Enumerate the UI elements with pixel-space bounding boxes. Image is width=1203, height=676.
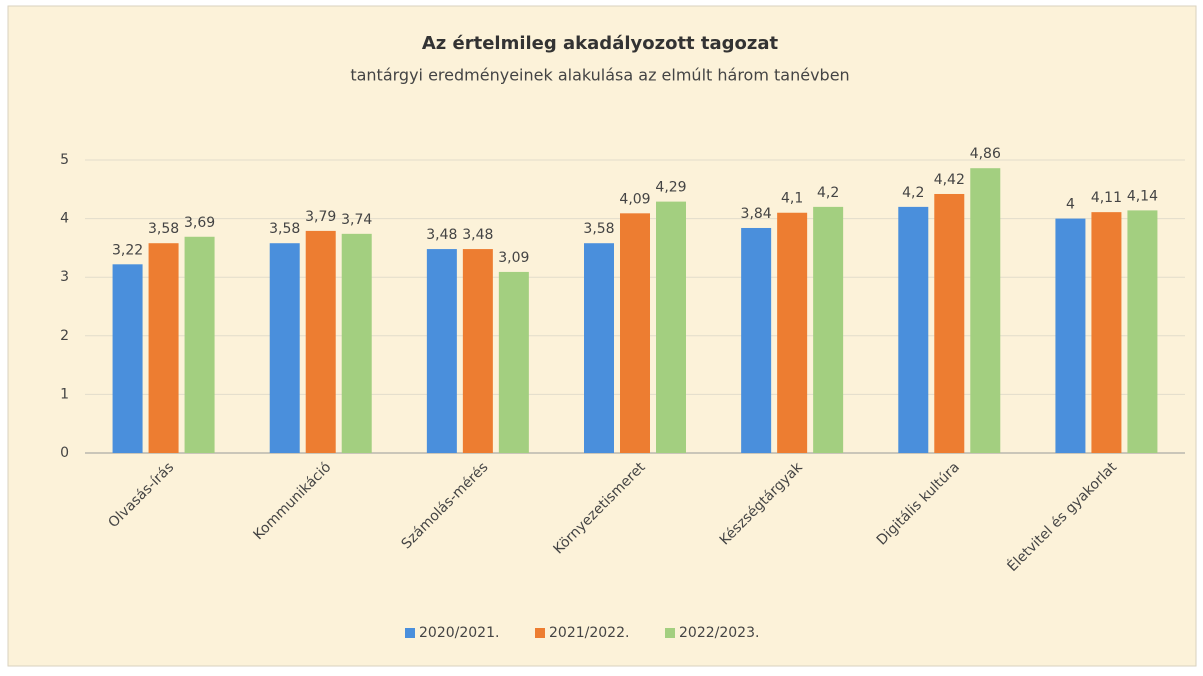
value-label: 3,09 xyxy=(498,250,529,266)
bar xyxy=(112,264,143,453)
value-label: 3,74 xyxy=(341,212,372,228)
bar xyxy=(269,243,300,453)
bar xyxy=(148,243,179,453)
bar xyxy=(934,193,965,453)
value-label: 4,14 xyxy=(1127,188,1158,204)
legend-label: 2022/2023. xyxy=(679,625,759,641)
chart-subtitle: tantárgyi eredményeinek alakulása az elm… xyxy=(350,66,849,85)
value-label: 4,09 xyxy=(619,191,650,207)
value-label: 4,11 xyxy=(1091,190,1122,206)
y-tick-label: 3 xyxy=(60,269,69,285)
bar xyxy=(1127,210,1158,453)
value-label: 4 xyxy=(1066,197,1075,213)
bar xyxy=(620,213,650,453)
legend-swatch xyxy=(405,628,415,638)
value-label: 3,48 xyxy=(426,227,457,243)
value-label: 4,1 xyxy=(781,191,803,207)
chart-title: Az értelmileg akadályozott tagozat xyxy=(422,33,779,54)
legend-label: 2021/2022. xyxy=(549,625,629,641)
value-label: 4,2 xyxy=(817,185,839,201)
y-tick-label: 0 xyxy=(60,445,69,461)
bar xyxy=(1055,218,1086,453)
value-label: 4,86 xyxy=(970,146,1001,162)
y-tick-label: 2 xyxy=(60,328,69,344)
legend-label: 2020/2021. xyxy=(419,625,499,641)
bar xyxy=(813,206,844,453)
legend-swatch xyxy=(665,628,675,638)
legend-swatch xyxy=(535,628,545,638)
bar xyxy=(584,243,614,453)
y-tick-label: 5 xyxy=(60,152,69,168)
value-label: 4,2 xyxy=(902,185,924,201)
bar xyxy=(1091,212,1122,453)
bar xyxy=(970,168,1001,454)
bar xyxy=(498,271,529,453)
bar xyxy=(305,230,336,453)
bar xyxy=(898,206,929,453)
bar xyxy=(184,236,215,453)
value-label: 3,58 xyxy=(583,221,614,237)
value-label: 4,29 xyxy=(655,180,686,196)
bar xyxy=(777,212,808,453)
value-label: 4,42 xyxy=(934,172,965,188)
value-label: 3,84 xyxy=(741,206,772,222)
bar xyxy=(426,249,457,453)
value-label: 3,48 xyxy=(462,227,493,243)
bar xyxy=(341,233,372,453)
value-label: 3,22 xyxy=(112,242,143,258)
bar xyxy=(462,249,493,453)
value-label: 3,58 xyxy=(148,221,179,237)
value-label: 3,58 xyxy=(269,221,300,237)
y-tick-label: 4 xyxy=(60,211,69,227)
bar xyxy=(741,227,772,453)
y-tick-label: 1 xyxy=(60,386,69,402)
bar xyxy=(656,201,686,453)
value-label: 3,79 xyxy=(305,209,336,225)
value-label: 3,69 xyxy=(184,215,215,231)
